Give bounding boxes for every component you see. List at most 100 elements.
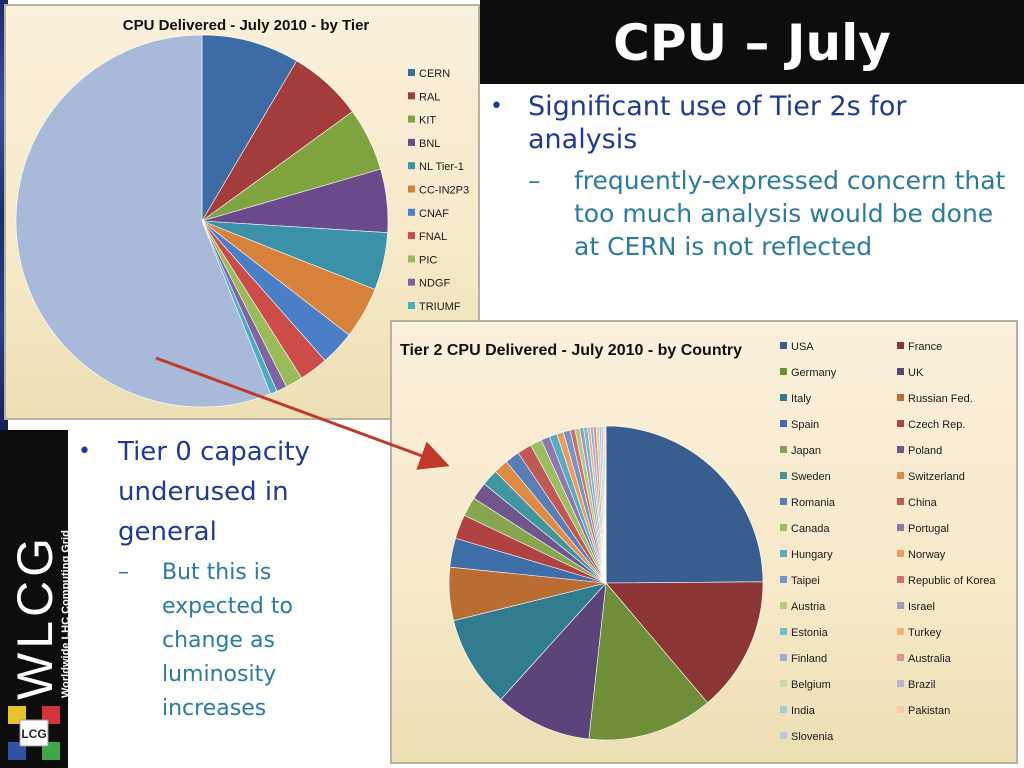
country-slice-uk	[500, 582, 607, 740]
chart-by-tier-title: CPU Delivered - July 2010 - by Tier	[123, 17, 370, 34]
country-legend-label-republic-of-korea: Republic of Korea	[908, 575, 996, 587]
country-legend-swatch-romania	[780, 498, 787, 505]
country-legend-label-india: India	[791, 705, 816, 717]
bullet-main-right: • Significant use of Tier 2s for analysi…	[490, 90, 1010, 156]
wlcg-logo-big: WLCG	[7, 534, 63, 700]
country-legend-label-italy: Italy	[791, 393, 812, 405]
bullets-left: • Tier 0 capacity underused in general –…	[78, 432, 378, 726]
country-legend-swatch-estonia	[780, 628, 787, 635]
country-legend-swatch-poland	[897, 446, 904, 453]
tier-legend-label-kit: KIT	[419, 115, 436, 127]
tier-slice-cern	[201, 34, 298, 223]
country-legend-swatch-slovenia	[780, 732, 787, 739]
country-legend-swatch-australia	[897, 654, 904, 661]
lcg-logo: LCG	[8, 706, 60, 760]
country-legend-swatch-finland	[780, 654, 787, 661]
bullet-sub-right-text: frequently-expressed concern that too mu…	[574, 166, 1006, 261]
country-legend-label-poland: Poland	[908, 445, 942, 457]
country-legend-swatch-portugal	[897, 524, 904, 531]
wlcg-logo: WLCG Worldwide LHC Computing Grid	[6, 530, 72, 700]
country-legend-swatch-pakistan	[897, 706, 904, 713]
country-legend-label-austria: Austria	[791, 601, 826, 613]
tier-legend-swatch-cc-in2p3	[408, 185, 415, 193]
country-legend-swatch-italy	[780, 394, 787, 401]
country-legend-label-estonia: Estonia	[791, 627, 829, 639]
tier-legend-label-bnl: BNL	[419, 138, 440, 150]
slide-title: CPU – July	[613, 14, 891, 72]
country-legend-label-belgium: Belgium	[791, 679, 831, 691]
country-legend-label-australia: Australia	[908, 653, 952, 665]
country-legend-swatch-germany	[780, 368, 787, 375]
tier-legend-swatch-fnal	[408, 232, 415, 240]
country-legend-swatch-usa	[780, 342, 787, 349]
country-slice-germany	[588, 582, 708, 741]
chart-by-tier: CPU Delivered - July 2010 - by Tier CERN…	[4, 4, 480, 420]
country-legend-swatch-austria	[780, 602, 787, 609]
tier-legend-label-ral: RAL	[419, 91, 440, 103]
header-band	[480, 0, 1024, 84]
country-legend-swatch-russian-fed	[897, 394, 904, 401]
country-legend-swatch-switzerland	[897, 472, 904, 479]
tier-legend-label-triumf: TRIUMF	[419, 301, 461, 313]
country-legend-label-slovenia: Slovenia	[791, 731, 834, 743]
country-legend-swatch-canada	[780, 524, 787, 531]
bullet-main-right-text: Significant use of Tier 2s for analysis	[528, 91, 907, 155]
country-legend-swatch-france	[897, 342, 904, 349]
lcg-logo-text: LCG	[21, 727, 46, 741]
country-legend-label-hungary: Hungary	[791, 549, 833, 561]
tier-legend-swatch-triumf	[408, 302, 415, 309]
country-legend-swatch-czech-rep	[897, 420, 904, 427]
country-legend-swatch-belgium	[780, 680, 787, 687]
country-legend-label-spain: Spain	[791, 419, 819, 431]
country-legend-label-china: China	[908, 497, 938, 509]
tier-legend-swatch-ral	[408, 92, 415, 100]
chart-by-country-svg: Tier 2 CPU Delivered - July 2010 - by Co…	[400, 341, 996, 743]
country-legend-label-japan: Japan	[791, 445, 821, 457]
country-legend-swatch-norway	[897, 550, 904, 557]
country-legend-swatch-taipei	[780, 576, 787, 583]
tier-legend-swatch-nl-tier-1	[408, 162, 415, 170]
country-legend-label-portugal: Portugal	[908, 523, 949, 535]
country-legend-swatch-turkey	[897, 628, 904, 635]
chart-by-tier-svg: CPU Delivered - July 2010 - by Tier CERN…	[15, 17, 469, 408]
bullet-sub-right: – frequently-expressed concern that too …	[490, 164, 1010, 263]
chart-by-country-title: Tier 2 CPU Delivered - July 2010 - by Co…	[400, 342, 742, 359]
country-legend-label-france: France	[908, 341, 942, 353]
country-legend-label-germany: Germany	[791, 367, 837, 379]
country-slice-usa	[605, 425, 764, 584]
tier-legend-label-pic: PIC	[419, 254, 437, 266]
country-legend-swatch-uk	[897, 368, 904, 375]
bullet-dash: –	[528, 166, 541, 195]
country-legend-label-brazil: Brazil	[908, 679, 936, 691]
country-legend-label-romania: Romania	[791, 497, 836, 509]
country-legend-label-turkey: Turkey	[908, 627, 942, 639]
tier-legend-label-nl-tier-1: NL Tier-1	[419, 161, 464, 173]
tier-legend-swatch-cern	[408, 69, 415, 76]
country-legend-label-israel: Israel	[908, 601, 935, 613]
tier-legend-swatch-ndgf	[408, 278, 415, 286]
country-legend-swatch-india	[780, 706, 787, 713]
wlcg-logo-subtitle: Worldwide LHC Computing Grid	[60, 530, 72, 698]
country-legend-swatch-republic-of-korea	[897, 576, 904, 583]
country-slice-slovenia	[604, 425, 607, 584]
country-legend-label-usa: USA	[791, 341, 814, 353]
country-legend-swatch-china	[897, 498, 904, 505]
country-legend-label-czech-rep: Czech Rep.	[908, 419, 965, 431]
bullet-sub-left: – But this is expected to change as lumi…	[78, 556, 378, 726]
tier-legend-label-fnal: FNAL	[419, 231, 447, 243]
bullets-right: • Significant use of Tier 2s for analysi…	[490, 90, 1010, 263]
bullet-dot: •	[490, 94, 503, 119]
country-slice-france	[605, 581, 764, 704]
bullet-dot: •	[78, 439, 91, 464]
country-legend-swatch-israel	[897, 602, 904, 609]
tier-legend-swatch-pic	[408, 255, 415, 263]
country-legend-label-taipei: Taipei	[791, 575, 820, 587]
country-legend-label-sweden: Sweden	[791, 471, 831, 483]
country-slice-italy	[453, 582, 607, 700]
country-legend-label-russian-fed: Russian Fed.	[908, 393, 973, 405]
country-legend-swatch-sweden	[780, 472, 787, 479]
tier-legend-swatch-bnl	[408, 138, 415, 146]
country-legend-swatch-spain	[780, 420, 787, 427]
country-legend-label-pakistan: Pakistan	[908, 705, 950, 717]
tier-legend-label-cc-in2p3: CC-IN2P3	[419, 185, 469, 197]
